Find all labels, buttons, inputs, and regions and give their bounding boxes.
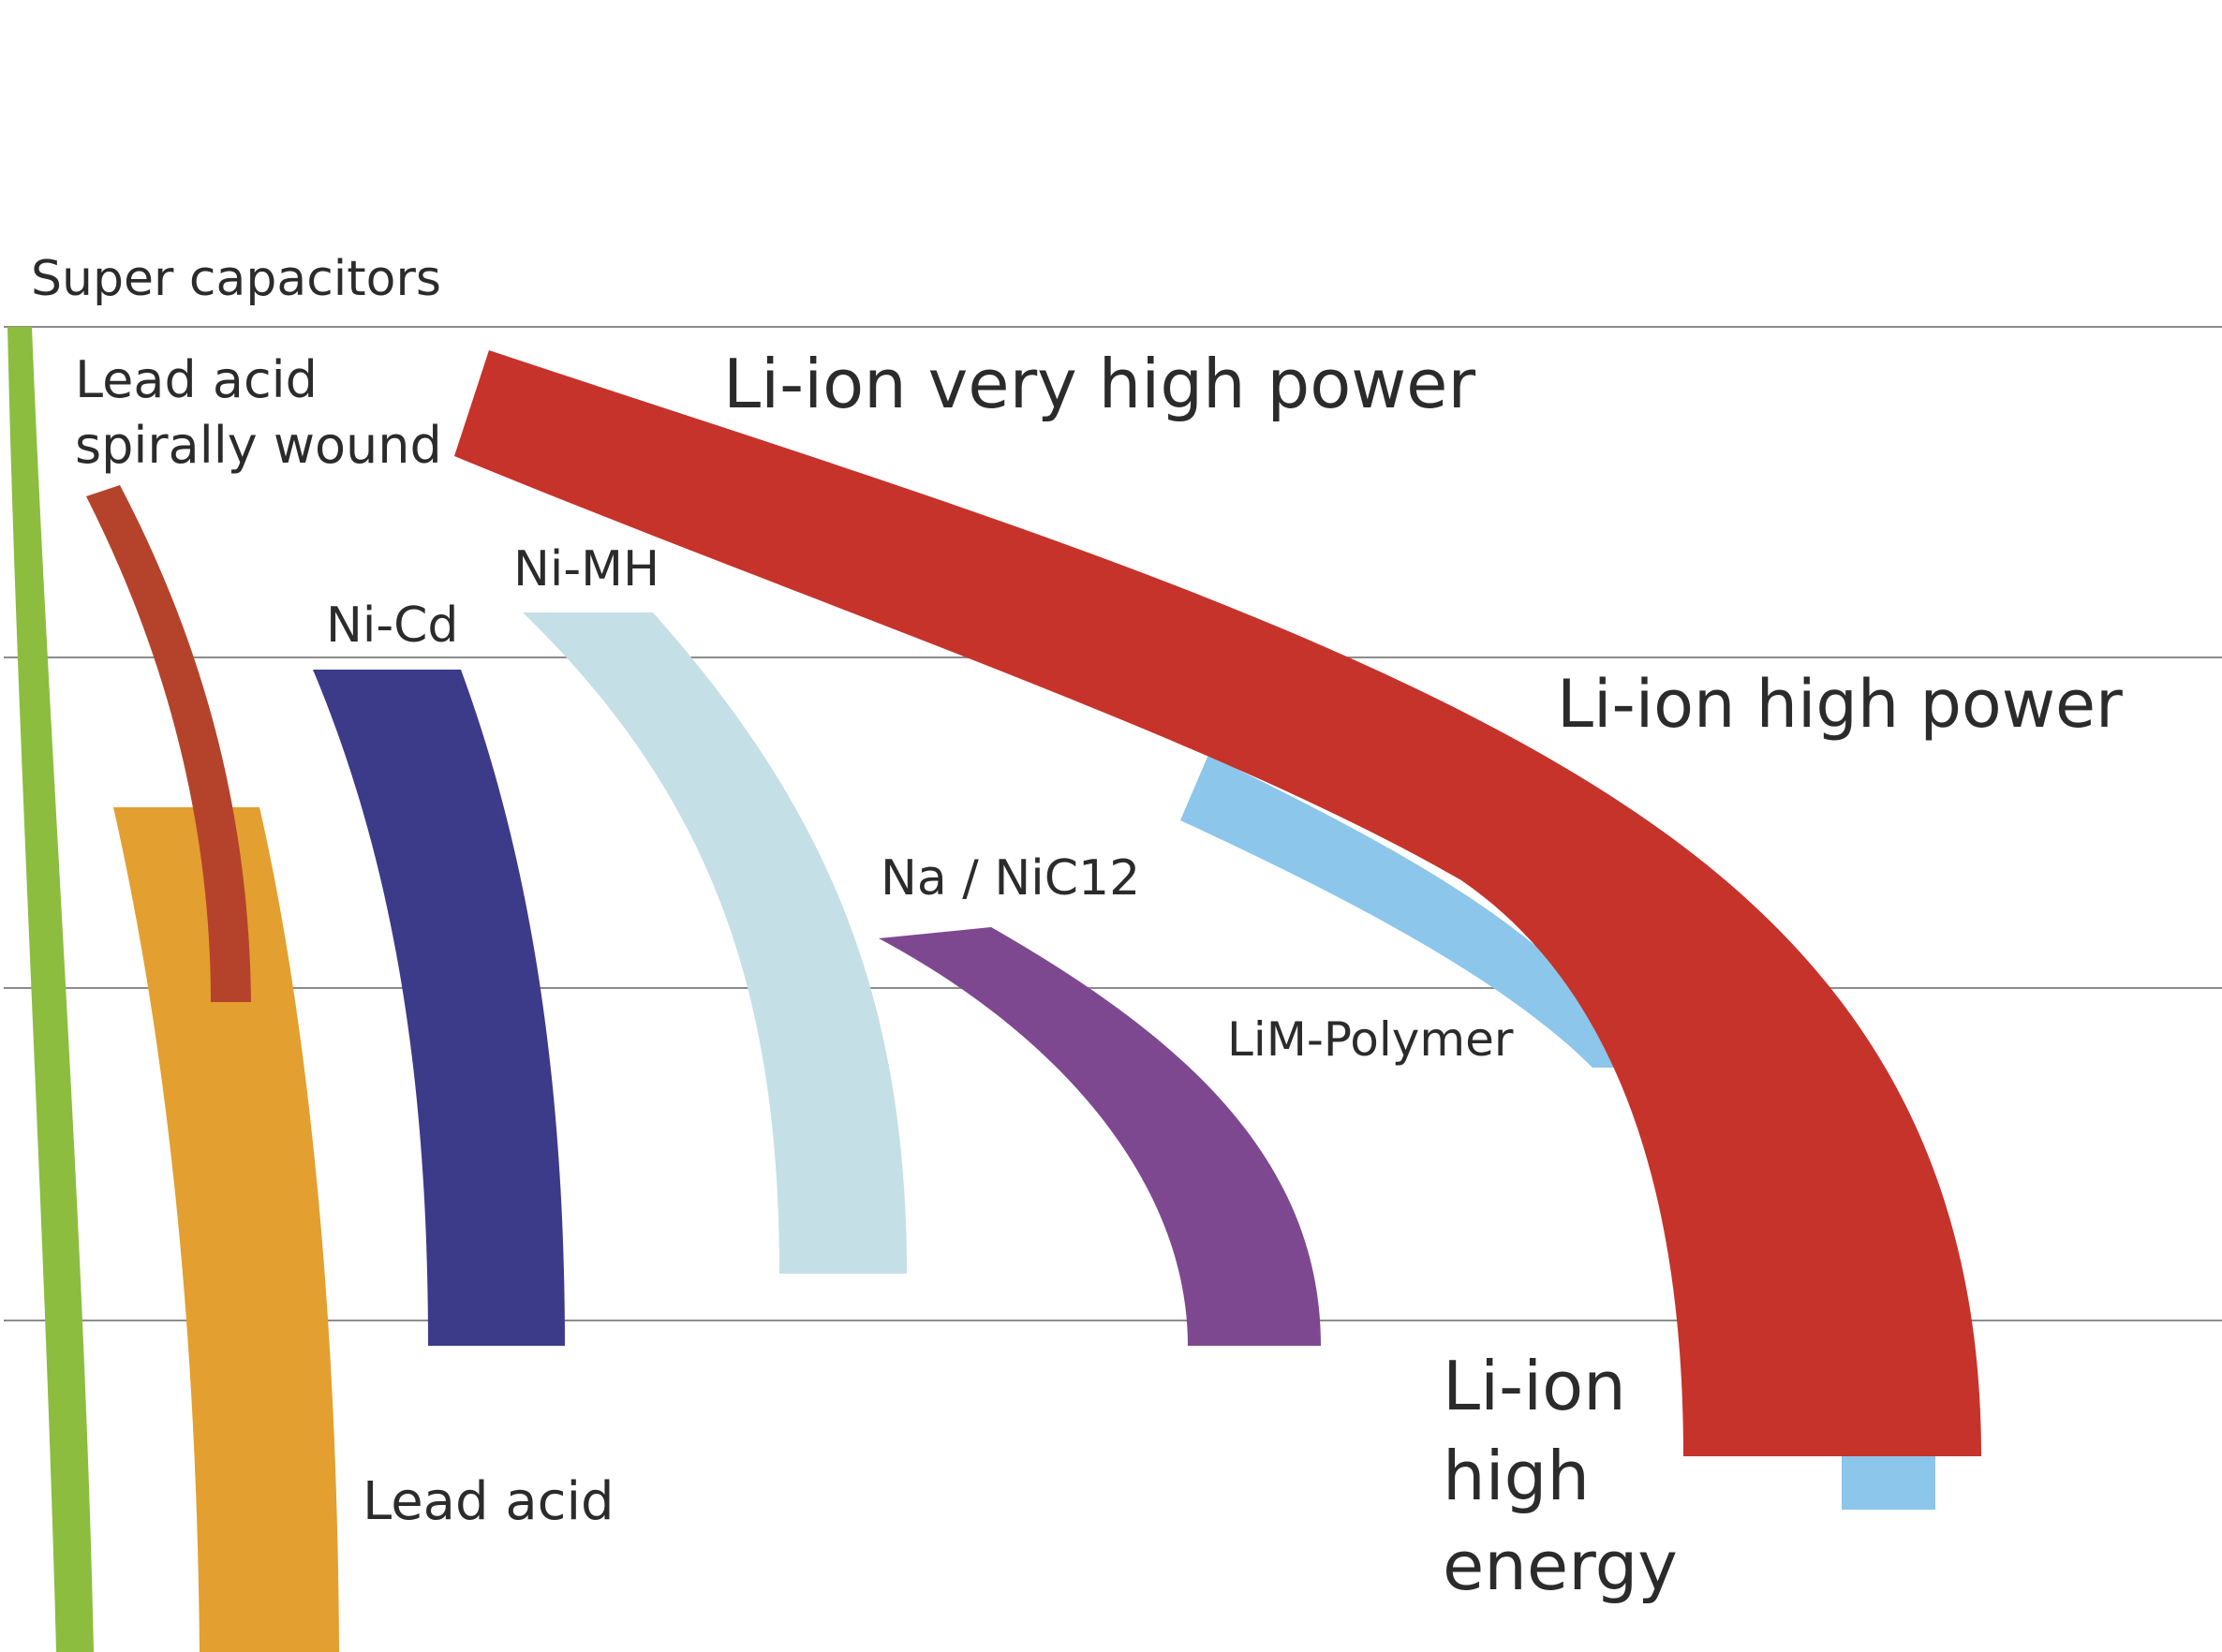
lim-polymer-band [1180, 755, 1639, 1068]
series-label: Super capacitors [31, 251, 441, 307]
ni-mh-band [523, 612, 907, 1274]
series-label: LiM-Polymer [1227, 1012, 1514, 1067]
series-label: Na / NiC12 [881, 850, 1140, 907]
series-label-line: Super capacitors [31, 251, 441, 307]
series-label-line: high [1443, 1437, 1590, 1515]
series-label-line: Li-ion [1443, 1347, 1626, 1425]
lead-acid-band [113, 807, 339, 1652]
lead-acid-spirally-wound-band [86, 485, 251, 1002]
series-label-line: Lead acid [75, 350, 318, 409]
series-label-line: LiM-Polymer [1227, 1012, 1514, 1067]
series-label: Ni-MH [513, 541, 659, 597]
series-label-line: Li-ion high power [1557, 666, 2123, 743]
series-label: Lead acid [363, 1471, 615, 1532]
series-label-line: Lead acid [363, 1471, 615, 1532]
na-nic12-band [879, 927, 1321, 1346]
series-label-line: Na / NiC12 [881, 850, 1140, 907]
series-label: Li-ion high energy [1443, 1347, 1678, 1605]
series-label: Li-ion very high power [723, 345, 1475, 423]
series-label-line: energy [1443, 1527, 1678, 1605]
lim-polymer-base [1842, 1442, 1935, 1510]
series-label-line: spirally wound [75, 416, 442, 475]
series-label: Lead acid spirally wound [75, 350, 442, 475]
series-label: Ni-Cd [326, 597, 458, 654]
series-label-line: Ni-MH [513, 541, 659, 597]
series-label-line: Li-ion very high power [723, 345, 1475, 423]
li-ion-band [454, 350, 1981, 1456]
ni-cd-band [313, 670, 565, 1346]
series-label: Li-ion high power [1557, 666, 2123, 743]
series-label-line: Ni-Cd [326, 597, 458, 654]
super-capacitors-band [7, 327, 94, 1652]
chemistry-bands [7, 327, 1981, 1652]
